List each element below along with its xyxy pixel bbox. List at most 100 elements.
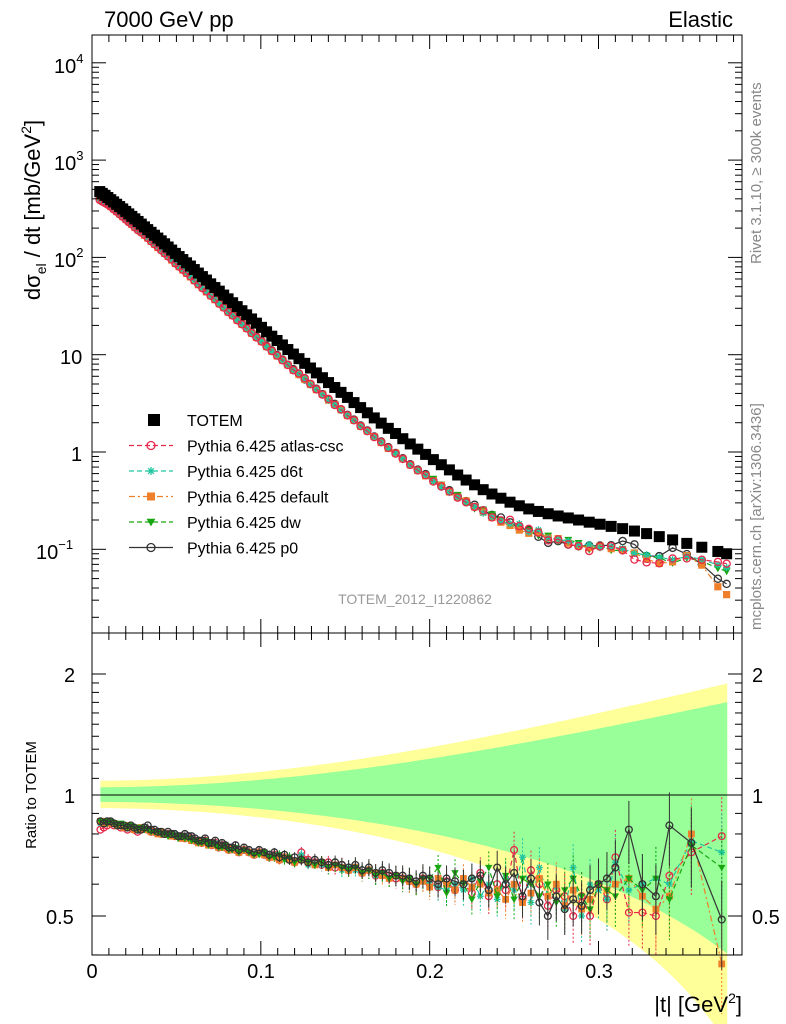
xtick-0.3: 0.3 [585, 961, 613, 983]
totem-point [293, 353, 305, 365]
ratio-series-point [467, 874, 476, 883]
ratio-series-point [519, 853, 526, 861]
totem-point [495, 492, 507, 504]
totem-point [667, 534, 679, 546]
star-stroke [234, 317, 241, 324]
totem-point [341, 391, 353, 403]
totem-point [412, 443, 424, 455]
star-stroke [545, 535, 552, 542]
ratio-series-point [493, 863, 502, 872]
main-ylabel: dσel / dt [mb/GeV2] [18, 120, 49, 300]
totem-point [486, 488, 498, 500]
totem-point [304, 362, 316, 374]
legend-marker [147, 467, 155, 475]
ratio-series-point [434, 880, 443, 889]
ratio-series-point [337, 860, 346, 869]
main-panel [91, 34, 743, 634]
main-axis-ticks [91, 35, 742, 633]
totem-point [504, 496, 516, 508]
ratio-series-point [638, 880, 647, 889]
legend-label: TOTEM [187, 413, 243, 430]
legend-marker [146, 518, 156, 527]
totem-point [316, 372, 328, 384]
star-stroke [268, 347, 275, 354]
main-series-point [413, 466, 423, 475]
main-series-point [453, 493, 462, 502]
ytick-1e4: 104 [54, 51, 83, 78]
ratio-series-point [687, 838, 696, 847]
ratio-y-tick-labels-right: 2 1 0.5 [752, 665, 780, 929]
main-series-point [584, 546, 594, 556]
main-series-point [595, 542, 605, 551]
main-series-point [564, 540, 573, 549]
ratio-series-point [586, 886, 595, 895]
totem-point [452, 469, 464, 481]
totem-point [681, 537, 693, 549]
x-axis-label: |t| [GeV2] [654, 990, 742, 1017]
star-stroke [608, 543, 615, 550]
totem-point [361, 407, 373, 419]
main-series-point [722, 559, 731, 568]
ratio-series-point [543, 911, 552, 921]
ytick-1e2: 102 [54, 245, 83, 272]
totem-point [323, 377, 335, 389]
totem-point [460, 474, 472, 486]
ratio-series-point [718, 864, 726, 872]
main-series-point [262, 342, 271, 351]
star-stroke [497, 518, 504, 525]
ratio-series-point [484, 886, 493, 895]
totem-point [628, 525, 640, 537]
main-series-point [391, 449, 400, 458]
totem-point [712, 545, 724, 557]
totem-point [375, 417, 387, 429]
svg-text:dσel / dt [mb/GeV2]: dσel / dt [mb/GeV2] [18, 120, 49, 300]
star-stroke [392, 450, 399, 457]
ratio-series-point [280, 850, 289, 859]
main-series-point [618, 546, 627, 555]
main-series-point [262, 342, 271, 351]
ratio-axis-ticks [91, 633, 742, 956]
ratio-series-point [270, 848, 279, 857]
legend-item: Pythia 6.425 default [129, 490, 329, 507]
main-series-point [272, 351, 282, 360]
main-series-point [363, 426, 372, 436]
main-series-point [543, 536, 553, 545]
legend-marker [148, 414, 160, 426]
star-stroke [718, 849, 725, 856]
main-series-point [461, 498, 471, 507]
ratio-series-point [358, 866, 367, 875]
totem-point [420, 448, 432, 460]
main-series-line [99, 199, 727, 565]
ratio-series-point [569, 895, 578, 904]
main-series-point [713, 557, 723, 567]
star-stroke [216, 300, 223, 307]
ratio-series-point [501, 880, 510, 889]
mcplots-label: mcplots.cern.ch [arXiv:1306.3436] [748, 403, 765, 630]
ratio-series-point [510, 896, 518, 904]
ratio-series-point [552, 892, 561, 901]
totem-point [653, 531, 665, 543]
main-series-point [478, 506, 488, 515]
star-stroke [477, 893, 484, 900]
ratio-ytick-1: 1 [64, 786, 75, 808]
star-stroke [399, 455, 406, 462]
main-series-point [643, 551, 651, 559]
totem-point [523, 503, 535, 515]
ratio-series-point [717, 915, 726, 924]
totem-point [594, 518, 606, 530]
totem-point [404, 438, 416, 450]
main-series-point [515, 521, 524, 531]
ratio-series-point [560, 905, 569, 914]
main-series-point [723, 591, 731, 599]
ratio-series-point [493, 886, 501, 894]
star-stroke [516, 520, 523, 527]
legend-marker [147, 492, 155, 501]
star-stroke [199, 284, 206, 291]
main-series-point [722, 579, 731, 589]
chart-title-right: Elastic [668, 7, 733, 32]
rivet-label: Rivet 3.1.10, ≥ 300k events [748, 82, 765, 264]
ratio-data-marks [96, 792, 726, 1015]
main-series-point [445, 487, 454, 496]
ratio-series-point [535, 898, 544, 907]
main-series-point [283, 360, 293, 370]
